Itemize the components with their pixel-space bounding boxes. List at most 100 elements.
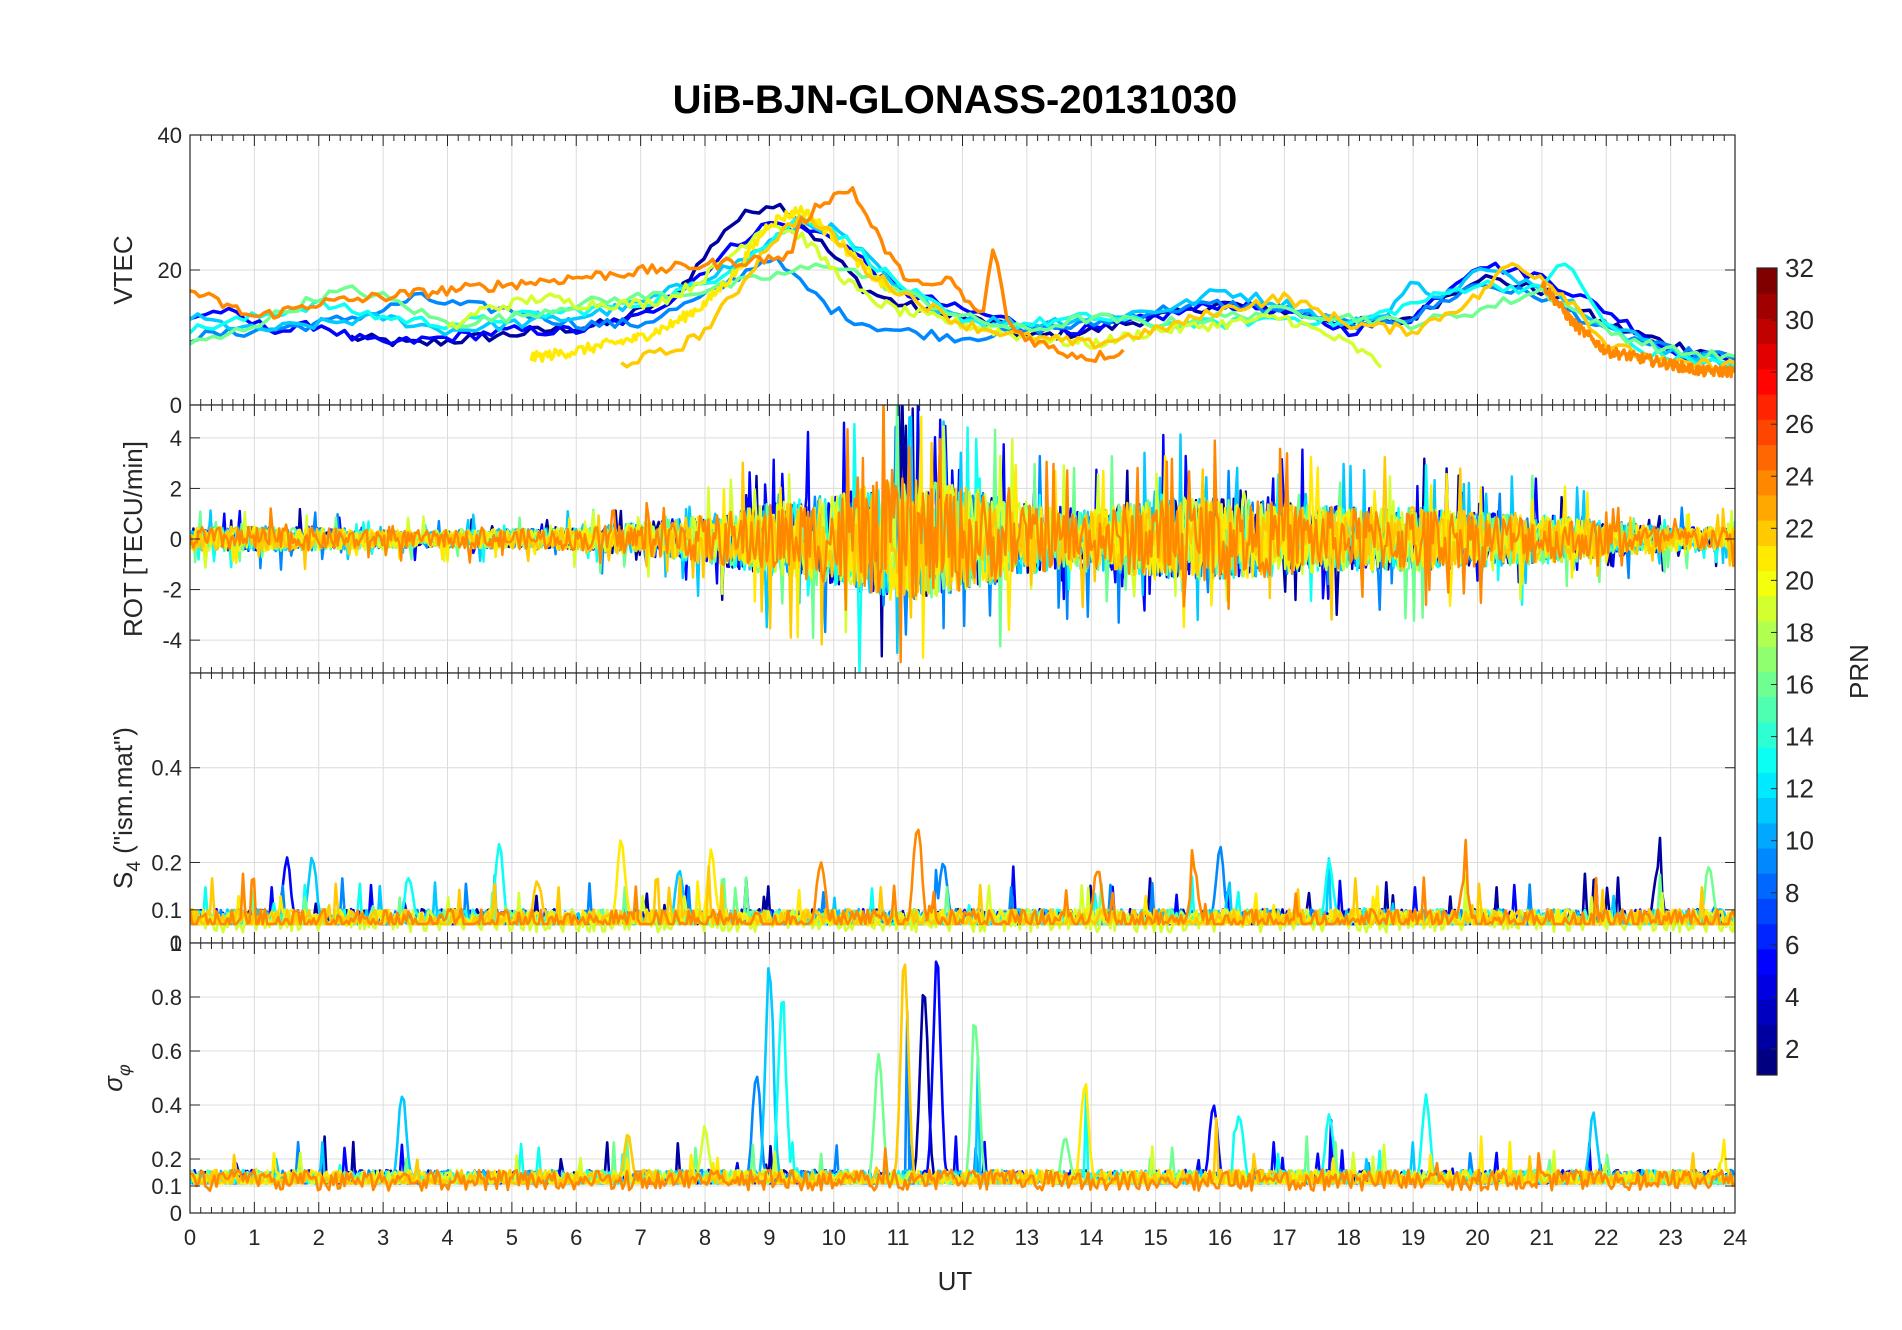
- x-tick-label: 11: [887, 1225, 910, 1250]
- colorbar-bin: [1757, 772, 1777, 799]
- panel-rot: -4 -2 0 2 4 ROT [TECU/min]: [118, 404, 1736, 674]
- colorbar-bin: [1757, 570, 1777, 597]
- colorbar-bin: [1757, 696, 1777, 723]
- x-tick-label: 3: [377, 1225, 389, 1250]
- colorbar-bin: [1757, 1024, 1777, 1051]
- vtec-series-prn-19: [446, 224, 1383, 369]
- colorbar-tick-label: 26: [1785, 409, 1814, 439]
- x-tick-label: 5: [506, 1225, 518, 1250]
- colorbar-tick-label: 4: [1785, 982, 1799, 1012]
- x-tick-label: 21: [1530, 1225, 1554, 1250]
- y-tick-label-vtec: 40: [158, 123, 182, 148]
- y-tick-label-sigma: 0.4: [151, 1093, 182, 1118]
- colorbar-bin: [1757, 444, 1777, 471]
- y-tick-label-rot: 0: [170, 527, 182, 552]
- panel-rot-series: [190, 405, 1735, 673]
- colorbar-bin: [1757, 848, 1777, 874]
- colorbar-bin: [1757, 545, 1777, 572]
- panel-vtec-series: [190, 186, 1735, 379]
- colorbar-bin: [1757, 747, 1777, 773]
- x-tick-label: 2: [313, 1225, 325, 1250]
- x-tick-label: 8: [699, 1225, 711, 1250]
- y-axis-label-sigma: σφ: [98, 1064, 134, 1092]
- colorbar-bin: [1757, 595, 1777, 622]
- colorbar-tick-label: 16: [1785, 670, 1814, 700]
- vtec-series-prn-24: [1540, 280, 1735, 379]
- panel-vtec: 0 20 40 VTEC: [108, 123, 1736, 418]
- colorbar-bin: [1757, 268, 1777, 294]
- colorbar-bin: [1757, 394, 1777, 420]
- x-tick-label: 9: [763, 1225, 775, 1250]
- colorbar-tick-label: 22: [1785, 513, 1814, 543]
- x-tick-label: 14: [1079, 1225, 1103, 1250]
- colorbar-tick-label: 8: [1785, 878, 1799, 908]
- panel-s4-series: [190, 828, 1735, 934]
- y-tick-label-s4: 0.4: [151, 756, 182, 781]
- colorbar-bin: [1757, 999, 1777, 1026]
- sigma-series-prn-24: [190, 1147, 1735, 1192]
- colorbar-tick-label: 12: [1785, 774, 1814, 804]
- y-tick-label-rot: -2: [162, 578, 182, 603]
- x-tick-label: 0: [184, 1225, 196, 1250]
- x-tick-label: 16: [1208, 1225, 1232, 1250]
- colorbar-tick-label: 28: [1785, 357, 1814, 387]
- panel-s4: 0.1 0.2 0.4 0 S4 ("ism.mat"): [108, 672, 1736, 956]
- x-tick-label: 17: [1272, 1225, 1296, 1250]
- y-tick-label-s4: 0.1: [151, 898, 182, 923]
- x-tick-label: 10: [822, 1225, 846, 1250]
- x-tick-label: 22: [1594, 1225, 1618, 1250]
- colorbar-bin: [1757, 671, 1777, 698]
- y-tick-label-sigma: 0.8: [151, 985, 182, 1010]
- colorbar-tick-label: 24: [1785, 461, 1814, 491]
- colorbar-bin: [1757, 293, 1777, 319]
- colorbar-bin: [1757, 822, 1777, 849]
- y-tick-label-rot: 2: [170, 476, 182, 501]
- colorbar-frame: [1756, 267, 1778, 1076]
- colorbar-tick-label: 32: [1785, 253, 1814, 283]
- rot-series-prn-24: [190, 405, 1735, 664]
- colorbar-bin: [1757, 948, 1777, 975]
- y-tick-label-sigma: 0.6: [151, 1039, 182, 1064]
- colorbar-bin: [1757, 469, 1777, 496]
- y-axis-label-vtec: VTEC: [108, 235, 138, 304]
- colorbar-tick-label: 30: [1785, 305, 1814, 335]
- y-tick-label-vtec: 20: [158, 258, 182, 283]
- x-axis-label: UT: [938, 1266, 973, 1296]
- x-tick-label: 24: [1723, 1225, 1747, 1250]
- colorbar-bin: [1757, 646, 1777, 672]
- colorbar-tick-label: 14: [1785, 722, 1814, 752]
- y-axis-label-rot: ROT [TECU/min]: [118, 441, 148, 637]
- colorbar-bin: [1757, 318, 1777, 345]
- x-tick-label: 7: [635, 1225, 647, 1250]
- x-tick-label: 15: [1143, 1225, 1167, 1250]
- x-tick-label: 1: [248, 1225, 260, 1250]
- colorbar-tick-label: 6: [1785, 930, 1799, 960]
- colorbar-bin: [1757, 1049, 1777, 1076]
- s4-series-prn-24: [190, 828, 1735, 926]
- colorbar-bin: [1757, 520, 1777, 546]
- y-tick-label-s4: 0.2: [151, 850, 182, 875]
- y-tick-label-sigma: 0.2: [151, 1147, 182, 1172]
- y-tick-label-sigma: 1: [170, 931, 182, 956]
- colorbar-bin: [1757, 797, 1777, 824]
- x-tick-label: 4: [441, 1225, 453, 1250]
- y-tick-label-rot: -4: [162, 628, 182, 653]
- chart-title: UiB-BJN-GLONASS-20131030: [673, 78, 1238, 122]
- y-tick-label-sigma: 0: [170, 1201, 182, 1226]
- y-tick-label-vtec: 0: [170, 393, 182, 418]
- y-tick-label-rot: 4: [170, 426, 182, 451]
- vtec-series-prn-24: [190, 186, 1125, 364]
- colorbar-tick-label: 10: [1785, 826, 1814, 856]
- colorbar-tick-label: 18: [1785, 617, 1814, 647]
- colorbar-bin: [1757, 621, 1777, 647]
- colorbar-bin: [1757, 419, 1777, 446]
- colorbar-bin: [1757, 974, 1777, 1000]
- x-tick-label: 20: [1465, 1225, 1489, 1250]
- colorbar-bin: [1757, 343, 1777, 370]
- x-tick-label: 19: [1401, 1225, 1425, 1250]
- panel-sigma-series: [190, 960, 1735, 1192]
